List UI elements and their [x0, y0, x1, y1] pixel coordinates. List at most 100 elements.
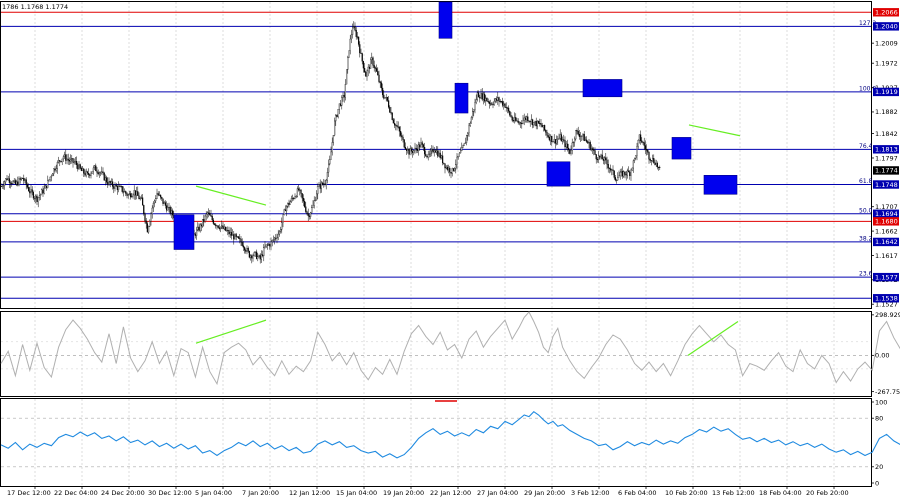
candle-body [468, 125, 470, 134]
fib-level-label: 38.2 [859, 235, 873, 242]
candle-body [637, 140, 639, 147]
candle-body [568, 147, 570, 151]
signal-box [671, 137, 692, 160]
candle-body [43, 188, 45, 194]
candle-body [251, 255, 253, 259]
candle-body [50, 175, 53, 178]
candle-body [313, 200, 315, 206]
candle-body [299, 189, 301, 191]
candle-body [209, 213, 211, 216]
candle-body [408, 148, 410, 155]
candle-body [569, 149, 571, 154]
candle-body [260, 254, 263, 260]
candle-body [463, 143, 465, 146]
candle-body [32, 192, 35, 199]
candle-body [52, 173, 54, 177]
candle-body [505, 107, 507, 109]
candle-body [131, 196, 133, 198]
candle-body [459, 150, 462, 154]
x-tick-label: 30 Dec 12:00 [148, 489, 192, 497]
candle-body [626, 170, 629, 176]
candle-body [616, 179, 618, 181]
candle-body [240, 238, 242, 243]
candle-body [407, 148, 409, 151]
candle-body [638, 134, 641, 141]
candle-body [404, 147, 407, 150]
candle-body [369, 59, 372, 69]
candle-body [287, 202, 289, 207]
candle-body [294, 196, 296, 199]
candle-body [324, 183, 326, 185]
candle-body [497, 97, 499, 101]
candle-body [535, 120, 537, 127]
candle-body [511, 116, 513, 121]
candle-body [437, 150, 439, 157]
candle-body [604, 157, 606, 161]
rsi-panel-frame [0, 398, 872, 487]
candle-body [636, 146, 638, 156]
candle-body [417, 144, 420, 151]
candle-body [273, 237, 276, 241]
candle-body [392, 119, 395, 124]
candle-body [242, 245, 244, 248]
candle-body [133, 190, 135, 196]
candle-body [102, 171, 104, 174]
candle-body [499, 101, 501, 103]
x-tick-label: 12 Jan 12:00 [289, 489, 330, 497]
candle-body [243, 247, 246, 251]
candle-body [551, 135, 553, 143]
candle-body [84, 173, 86, 176]
candle-body [630, 169, 632, 176]
candle-body [517, 120, 519, 123]
candle-body [157, 193, 159, 196]
candle-body [162, 198, 164, 204]
candle-body [542, 125, 545, 128]
candle-body [246, 248, 248, 252]
x-tick-label: 6 Feb 04:00 [618, 489, 657, 497]
candle-body [467, 132, 469, 136]
price-label-tag [873, 8, 899, 17]
candle-body [121, 186, 123, 192]
candle-body [409, 148, 411, 155]
candle-body [72, 158, 74, 163]
candle-body [564, 140, 566, 148]
candle-body [76, 161, 78, 165]
candle-body [290, 198, 293, 202]
candle-body [395, 124, 397, 126]
candle-body [321, 182, 324, 185]
candle-body [77, 164, 79, 170]
candle-body [580, 135, 582, 137]
candle-body [441, 155, 444, 164]
candle-body [327, 163, 330, 173]
rsi-line [0, 410, 900, 459]
candle-body [457, 156, 459, 158]
candle-body [73, 161, 75, 163]
candle-body [307, 213, 309, 216]
candle-body [58, 160, 60, 163]
candle-body [469, 123, 471, 126]
candle-body [372, 57, 374, 66]
candle-body [284, 209, 287, 212]
candle-body [104, 177, 106, 181]
candle-body [156, 193, 158, 199]
price-divergence-line [688, 124, 741, 137]
price-label-tag [873, 272, 899, 282]
candle-body [342, 95, 344, 98]
candle-body [419, 144, 421, 148]
candle-body [271, 240, 273, 242]
candle-body [447, 167, 450, 170]
candle-body [566, 143, 569, 149]
candle-body [116, 186, 118, 190]
candle-body [631, 167, 633, 171]
candle-body [319, 184, 321, 189]
x-tick-label: 20 Feb 20:00 [806, 489, 849, 497]
candle-body [70, 159, 72, 162]
price-label-text: 1.1774 [875, 167, 898, 175]
candle-body [103, 172, 105, 181]
candle-body [300, 189, 302, 194]
candle-body [415, 147, 417, 150]
candle-body [552, 141, 554, 143]
candle-body [506, 107, 509, 109]
price-label-text: 1.1538 [875, 295, 898, 303]
